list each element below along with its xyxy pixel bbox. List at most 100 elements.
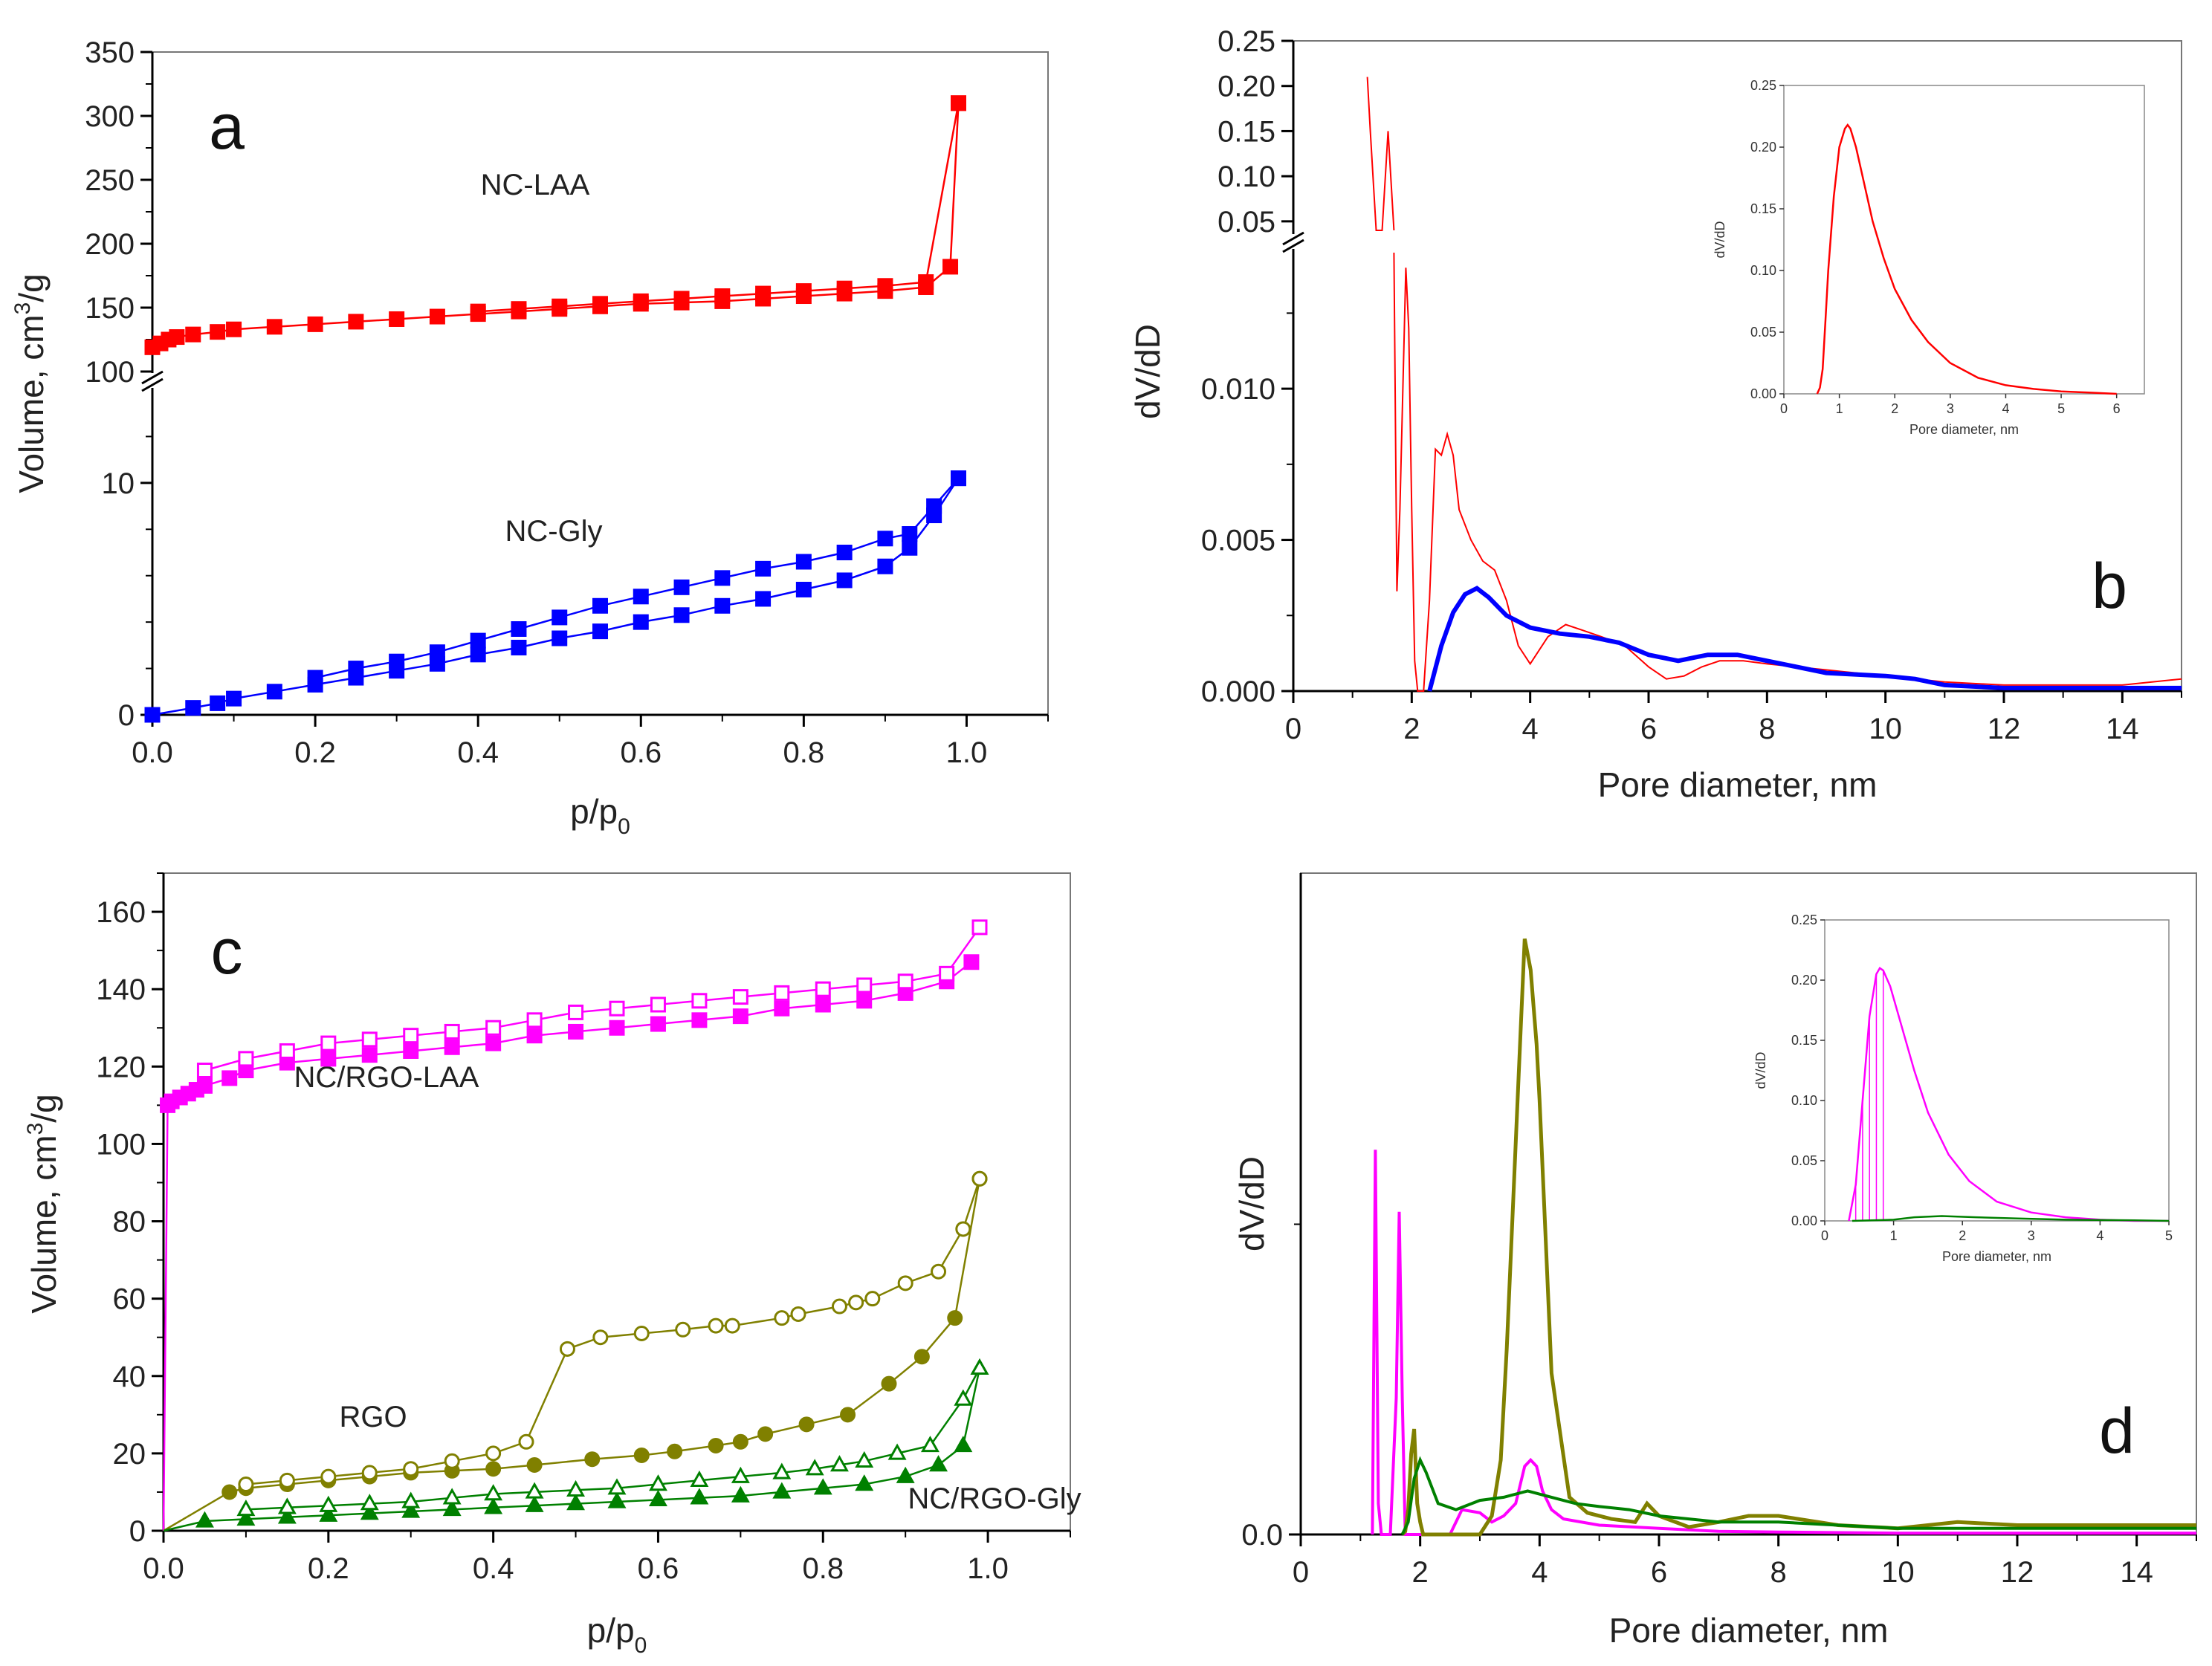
series-line <box>152 477 960 716</box>
data-point <box>185 700 201 716</box>
data-point <box>518 1433 534 1450</box>
y-tick-label: 0.000 <box>1201 675 1275 708</box>
data-point <box>568 1004 584 1020</box>
series-line <box>314 477 960 679</box>
inset-x-axis-title: Pore diameter, nm <box>1942 1249 2051 1264</box>
data-point <box>691 1012 708 1028</box>
x-tick-label: 4 <box>1522 713 1539 745</box>
y-tick-label: 60 <box>113 1283 146 1316</box>
data-point <box>877 531 893 547</box>
inset-series-line <box>1848 966 2169 1222</box>
data-point <box>484 1497 503 1514</box>
data-point <box>971 1170 988 1187</box>
data-point <box>864 1291 881 1307</box>
data-point <box>939 965 955 982</box>
x-tick-label: 0.4 <box>473 1552 514 1585</box>
x-tick-label: 0.2 <box>294 736 336 769</box>
data-point <box>389 311 405 327</box>
data-point <box>389 653 405 670</box>
data-point <box>470 646 486 663</box>
data-point <box>790 1306 806 1322</box>
x-tick-label: 0.8 <box>802 1552 844 1585</box>
inset-y-tick-label: 0.10 <box>1791 1093 1817 1108</box>
panel-label: a <box>209 91 245 163</box>
data-point <box>307 670 323 686</box>
data-point <box>813 1478 832 1495</box>
data-point <box>648 1489 667 1507</box>
x-axis-title: Pore diameter, nm <box>1598 765 1878 804</box>
data-point <box>361 1465 378 1481</box>
inset-x-tick-label: 0 <box>1780 401 1788 416</box>
series-line <box>1400 938 2196 1537</box>
data-point <box>971 919 988 936</box>
data-point <box>279 1043 295 1059</box>
x-tick-label: 0.6 <box>620 736 662 769</box>
data-point <box>855 1451 874 1468</box>
data-point <box>361 1047 378 1063</box>
inset-x-tick-label: 4 <box>2002 401 2009 416</box>
y-tick-label: 10 <box>102 467 135 500</box>
data-point <box>673 579 690 595</box>
y-tick-label: 0.20 <box>1217 71 1275 103</box>
data-point <box>714 570 731 586</box>
data-point <box>185 326 201 343</box>
data-point <box>226 321 242 337</box>
data-point <box>277 1497 297 1514</box>
x-tick-label: 14 <box>2120 1556 2153 1589</box>
data-point <box>830 1455 849 1472</box>
plot-frame <box>163 872 1071 1532</box>
data-point <box>403 1028 419 1044</box>
data-point <box>942 259 959 275</box>
data-point <box>795 554 812 570</box>
series-group <box>144 470 966 723</box>
data-point <box>470 632 486 649</box>
data-point <box>633 1326 650 1341</box>
x-tick-label: 0 <box>1285 713 1301 745</box>
axis-break-gap <box>1281 234 1305 249</box>
data-point <box>673 607 690 623</box>
data-point <box>277 1507 297 1524</box>
inset-y-tick-label: 0.25 <box>1750 78 1776 93</box>
data-point <box>815 981 831 997</box>
series-line-upper <box>1366 77 1395 231</box>
inset-series-line <box>1816 123 2117 395</box>
data-point <box>566 1494 586 1511</box>
data-point <box>320 1051 337 1067</box>
data-point <box>568 1023 584 1040</box>
data-point <box>856 977 873 994</box>
data-point <box>485 1461 502 1477</box>
x-tick-label: 10 <box>1869 713 1902 745</box>
panel-a: 0.0 0.2 0.4 0.6 0.8 1.0 100 150 200 250 300 350 0 10 p… <box>10 36 1049 839</box>
series-group <box>238 1170 988 1493</box>
series-group <box>1427 586 2182 692</box>
data-point <box>195 1511 214 1528</box>
data-point <box>196 1063 213 1078</box>
data-point <box>805 1459 824 1476</box>
data-point <box>848 1294 864 1311</box>
inset-x-tick-label: 4 <box>2096 1228 2103 1243</box>
x-axis-title: p/p0 <box>570 792 630 839</box>
inset-x-axis-title: Pore diameter, nm <box>1909 422 2019 437</box>
y-tick-label: 0.10 <box>1217 161 1275 193</box>
x-tick-label: 10 <box>1881 1556 1915 1589</box>
data-point <box>690 1488 709 1505</box>
data-point <box>196 1077 213 1094</box>
x-tick-label: 8 <box>1759 713 1775 745</box>
y-tick-label: 120 <box>96 1051 146 1083</box>
data-point <box>607 1491 627 1508</box>
data-point <box>279 1472 295 1488</box>
y-tick-label: 80 <box>113 1206 146 1239</box>
data-point <box>403 1043 419 1059</box>
data-point <box>470 303 486 320</box>
data-point <box>401 1501 421 1518</box>
data-point <box>511 621 527 638</box>
x-tick-label: 1.0 <box>946 736 988 769</box>
inset-x-tick-label: 2 <box>1891 401 1898 416</box>
inset-y-tick-label: 0.05 <box>1750 325 1776 340</box>
data-point <box>319 1505 338 1522</box>
inset-y-axis-title: dV/dD <box>1713 221 1727 258</box>
inset-y-tick-label: 0.15 <box>1791 1033 1817 1048</box>
data-point <box>485 1035 502 1051</box>
y-tick-label: 100 <box>96 1128 146 1161</box>
